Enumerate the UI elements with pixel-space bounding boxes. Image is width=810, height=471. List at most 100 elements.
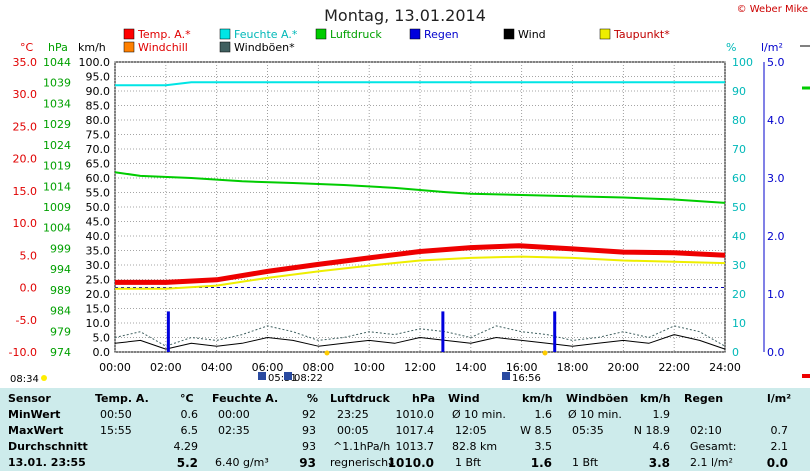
row-avg-label: Durchschnitt — [8, 440, 88, 453]
cur-wind-time: 1 Bft — [455, 456, 482, 469]
temp-axis-tick: 20.0 — [13, 153, 38, 166]
avg-rain: 2.1 — [770, 440, 789, 453]
rain-axis-tick: 5.0 — [767, 56, 785, 69]
kmh-axis-tick: 0.0 — [93, 346, 111, 359]
temp-axis-tick: 5.0 — [20, 249, 38, 262]
avg-wind: 3.5 — [534, 440, 553, 453]
series-line — [115, 81, 725, 87]
kmh-axis-tick: 90.0 — [86, 85, 111, 98]
pct-axis-tick: 30 — [732, 259, 746, 272]
x-marker: 08:22 — [294, 373, 323, 384]
kmh-axis-tick: 10.0 — [86, 317, 111, 330]
legend-swatch — [219, 28, 231, 40]
row-current-label: 13.01. 23:55 — [8, 456, 86, 469]
pct-axis-tick: 90 — [732, 85, 746, 98]
x-tick-label: 02:00 — [150, 361, 182, 374]
kmh-axis-tick: 70.0 — [86, 143, 111, 156]
hpa-axis-tick: 1044 — [43, 56, 71, 69]
max-gust-time: 05:35 — [572, 424, 604, 437]
marker-icon — [502, 372, 510, 380]
page-title: Montag, 13.01.2014 — [324, 6, 486, 25]
row-min-label: MinWert — [8, 408, 61, 421]
kmh-axis-tick: 65.0 — [86, 158, 111, 171]
weather-chart: 00:00 02:00 04:00 06:00 08:00 10:00 12:00 14:00… — [9, 28, 810, 385]
hpa-axis-tick: 974 — [50, 346, 71, 359]
stats-table: Sensor Temp. A. °C Feuchte A. % Luftdruc… — [0, 388, 810, 471]
legend-swatch — [123, 28, 135, 40]
avg-gust: 4.6 — [652, 440, 671, 453]
temp-axis-tick: -5.0 — [16, 314, 37, 327]
pct-axis-tick: 0 — [732, 346, 739, 359]
avg-hum: 93 — [302, 440, 316, 453]
pct-axis-label: % — [726, 41, 736, 54]
pct-axis-tick: 100 — [732, 56, 753, 69]
rain-axis-label: l/m² — [761, 41, 783, 54]
cur-wind: 1.6 — [530, 456, 552, 470]
rain-axis-tick: 1.0 — [767, 288, 785, 301]
legend-label: Windchill — [138, 41, 188, 54]
kmh-axis-tick: 100.0 — [79, 56, 111, 69]
rain-axis-tick: 3.0 — [767, 172, 785, 185]
hdr-rain: Regen — [684, 392, 724, 405]
max-gust: N 18.9 — [633, 424, 670, 437]
hdr-hum: Feuchte A. — [212, 392, 279, 405]
legend-label: Taupunkt* — [613, 28, 670, 41]
kmh-axis-tick: 45.0 — [86, 216, 111, 229]
series-line — [114, 171, 726, 204]
kmh-axis-tick: 95.0 — [86, 71, 111, 84]
min-gust-time: Ø 10 min. — [568, 408, 622, 421]
pct-axis-tick: 60 — [732, 172, 746, 185]
pct-axis-tick: 10 — [732, 317, 746, 330]
x-tick-label: 14:00 — [455, 361, 487, 374]
cur-hum: 93 — [299, 456, 316, 470]
hdr-press: Luftdruck — [330, 392, 390, 405]
rain-bar — [553, 311, 557, 352]
hpa-axis-tick: 1034 — [43, 97, 71, 110]
min-wind: 1.6 — [534, 408, 553, 421]
temp-axis-tick: 10.0 — [13, 217, 38, 230]
cur-rain-time: 2.1 l/m² — [690, 456, 733, 469]
hpa-axis-tick: 1019 — [43, 160, 71, 173]
x-tick-label: 00:00 — [99, 361, 131, 374]
hdr-wind-unit: km/h — [522, 392, 553, 405]
cur-temp: 5.2 — [176, 456, 198, 470]
rain-axis-tick: 4.0 — [767, 114, 785, 127]
cur-rain: 0.0 — [766, 456, 788, 470]
marker-icon — [284, 372, 292, 380]
temp-axis-tick: 0.0 — [20, 282, 38, 295]
cur-gust: 3.8 — [648, 456, 670, 470]
min-press: 1010.0 — [395, 408, 435, 421]
hpa-axis-tick: 1014 — [43, 180, 71, 193]
x-tick-label: 22:00 — [658, 361, 690, 374]
min-hum-time: 00:00 — [218, 408, 250, 421]
temp-axis-tick: -10.0 — [9, 346, 37, 359]
min-temp-time: 00:50 — [100, 408, 132, 421]
hdr-hum-unit: % — [307, 392, 319, 405]
max-press-time: 00:05 — [337, 424, 369, 437]
cur-hum-time: 6.40 g/m³ — [215, 456, 269, 469]
x-marker: 05:51 — [268, 373, 297, 384]
hpa-axis-tick: 1004 — [43, 222, 71, 235]
avg-press-time: ^1.1hPa/h — [333, 440, 391, 453]
x-tick-label: 20:00 — [607, 361, 639, 374]
hpa-axis-label: hPa — [48, 41, 68, 54]
max-wind-time: 12:05 — [455, 424, 487, 437]
temp-axis-tick: 35.0 — [13, 56, 38, 69]
avg-press: 1013.7 — [395, 440, 435, 453]
temp-axis-tick: 15.0 — [13, 185, 38, 198]
temp-axis-tick: 30.0 — [13, 88, 38, 101]
min-gust: 1.9 — [652, 408, 671, 421]
legend-label: Regen — [424, 28, 459, 41]
max-temp-time: 15:55 — [100, 424, 132, 437]
kmh-axis-tick: 85.0 — [86, 100, 111, 113]
x-tick-label: 10:00 — [353, 361, 385, 374]
legend-swatch — [219, 41, 231, 53]
pct-axis-tick: 80 — [732, 114, 746, 127]
rain-bar — [441, 311, 445, 352]
rain-axis-tick: 2.0 — [767, 230, 785, 243]
legend-label: Wind — [518, 28, 546, 41]
max-rain: 0.7 — [770, 424, 789, 437]
hpa-axis-tick: 1009 — [43, 201, 71, 214]
hdr-gust-unit: km/h — [640, 392, 671, 405]
legend-label: Feuchte A.* — [234, 28, 298, 41]
